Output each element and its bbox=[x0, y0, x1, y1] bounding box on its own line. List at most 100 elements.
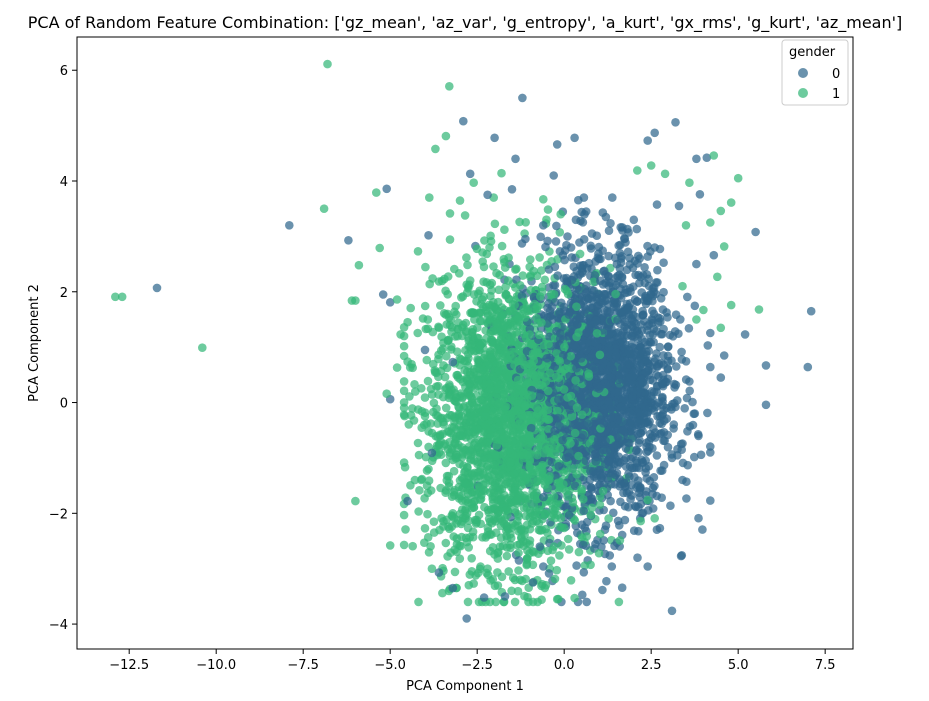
scatter-point-series-1 bbox=[432, 368, 441, 378]
scatter-point-series-1 bbox=[614, 597, 624, 607]
scatter-point-series-1 bbox=[557, 541, 566, 550]
scatter-point-series-1 bbox=[422, 355, 432, 365]
scatter-point-series-1 bbox=[564, 545, 574, 554]
scatter-point-series-0 bbox=[500, 592, 510, 601]
scatter-point-series-1 bbox=[499, 320, 509, 330]
scatter-point-series-1 bbox=[561, 364, 570, 374]
scatter-point-series-0 bbox=[565, 448, 574, 458]
scatter-point-series-0 bbox=[709, 250, 719, 260]
scatter-point-series-0 bbox=[666, 501, 675, 511]
scatter-point-series-1 bbox=[466, 456, 475, 465]
scatter-point-series-1 bbox=[555, 522, 565, 532]
scatter-point-series-0 bbox=[635, 408, 644, 417]
scatter-point-series-0 bbox=[427, 448, 437, 458]
scatter-point-series-0 bbox=[152, 283, 162, 293]
scatter-point-series-1 bbox=[538, 408, 548, 418]
scatter-point-series-1 bbox=[429, 398, 439, 408]
scatter-point-series-0 bbox=[667, 606, 677, 616]
scatter-point-series-0 bbox=[591, 449, 600, 458]
scatter-point-series-1 bbox=[525, 494, 534, 503]
scatter-point-series-1 bbox=[415, 486, 424, 495]
scatter-point-series-1 bbox=[540, 583, 550, 593]
axes-frame bbox=[76, 36, 854, 650]
scatter-point-series-0 bbox=[605, 307, 615, 317]
scatter-point-series-1 bbox=[513, 314, 523, 324]
scatter-point-series-0 bbox=[683, 427, 692, 436]
scatter-point-series-0 bbox=[582, 287, 592, 296]
scatter-point-series-1 bbox=[571, 376, 580, 385]
scatter-point-series-0 bbox=[689, 409, 699, 419]
scatter-point-series-0 bbox=[542, 353, 552, 363]
scatter-point-series-0 bbox=[604, 251, 613, 261]
scatter-point-series-0 bbox=[631, 319, 641, 329]
scatter-point-series-0 bbox=[682, 494, 691, 503]
scatter-point-series-0 bbox=[623, 363, 632, 373]
scatter-point-series-1 bbox=[450, 417, 459, 426]
scatter-point-series-0 bbox=[575, 390, 584, 399]
scatter-point-series-0 bbox=[626, 494, 635, 504]
scatter-point-series-0 bbox=[648, 316, 657, 325]
scatter-point-series-0 bbox=[598, 585, 607, 595]
scatter-point-series-1 bbox=[501, 289, 511, 299]
scatter-point-series-0 bbox=[599, 358, 608, 367]
scatter-point-series-0 bbox=[619, 327, 628, 336]
scatter-point-series-0 bbox=[663, 364, 673, 373]
scatter-point-series-1 bbox=[486, 291, 495, 301]
scatter-point-series-0 bbox=[671, 402, 680, 412]
scatter-point-series-0 bbox=[692, 154, 701, 164]
scatter-point-series-0 bbox=[761, 400, 771, 410]
scatter-point-series-1 bbox=[559, 480, 568, 489]
scatter-point-series-1 bbox=[678, 281, 687, 291]
scatter-point-series-1 bbox=[494, 285, 504, 295]
scatter-point-series-1 bbox=[351, 296, 360, 305]
scatter-point-series-0 bbox=[640, 402, 650, 412]
scatter-point-series-1 bbox=[497, 168, 506, 178]
scatter-point-series-0 bbox=[580, 210, 589, 219]
scatter-point-series-1 bbox=[594, 548, 604, 558]
scatter-point-series-0 bbox=[572, 266, 581, 276]
scatter-point-series-1 bbox=[408, 541, 418, 551]
scatter-point-series-0 bbox=[663, 351, 673, 361]
scatter-point-series-0 bbox=[615, 264, 625, 273]
scatter-point-series-0 bbox=[604, 397, 613, 407]
scatter-point-series-0 bbox=[608, 193, 617, 202]
scatter-point-series-0 bbox=[652, 387, 661, 397]
scatter-point-series-0 bbox=[659, 416, 669, 426]
scatter-point-series-0 bbox=[644, 436, 654, 446]
scatter-point-series-1 bbox=[436, 346, 446, 356]
scatter-point-series-0 bbox=[626, 287, 635, 296]
scatter-point-series-1 bbox=[117, 292, 127, 302]
legend-title: gender bbox=[789, 45, 836, 60]
scatter-point-series-1 bbox=[646, 161, 656, 170]
scatter-point-series-1 bbox=[507, 586, 516, 596]
scatter-point-series-0 bbox=[582, 597, 591, 607]
scatter-point-series-1 bbox=[485, 280, 495, 290]
scatter-point-series-1 bbox=[452, 547, 462, 557]
scatter-point-series-0 bbox=[570, 481, 580, 491]
scatter-point-series-1 bbox=[536, 433, 546, 442]
scatter-point-series-1 bbox=[441, 538, 451, 548]
scatter-point-series-1 bbox=[525, 536, 535, 545]
scatter-point-series-0 bbox=[651, 278, 661, 287]
scatter-point-series-1 bbox=[420, 301, 430, 311]
scatter-point-series-0 bbox=[586, 244, 596, 253]
scatter-point-series-0 bbox=[643, 562, 652, 571]
scatter-point-series-0 bbox=[623, 247, 633, 257]
scatter-point-series-1 bbox=[480, 411, 490, 421]
scatter-point-series-1 bbox=[511, 496, 521, 506]
scatter-point-series-1 bbox=[465, 276, 475, 285]
scatter-point-series-0 bbox=[672, 362, 681, 371]
scatter-point-series-1 bbox=[405, 392, 414, 401]
scatter-point-series-0 bbox=[631, 502, 641, 512]
scatter-point-series-0 bbox=[551, 237, 561, 246]
scatter-point-series-0 bbox=[641, 468, 650, 477]
scatter-point-series-0 bbox=[511, 154, 520, 164]
scatter-point-series-1 bbox=[443, 290, 453, 299]
scatter-point-series-1 bbox=[436, 301, 445, 310]
scatter-point-series-1 bbox=[544, 339, 553, 349]
scatter-point-series-1 bbox=[545, 444, 554, 454]
scatter-point-series-1 bbox=[475, 316, 485, 326]
scatter-point-series-1 bbox=[417, 423, 427, 433]
scatter-point-series-1 bbox=[611, 289, 620, 299]
scatter-point-series-1 bbox=[497, 311, 506, 321]
